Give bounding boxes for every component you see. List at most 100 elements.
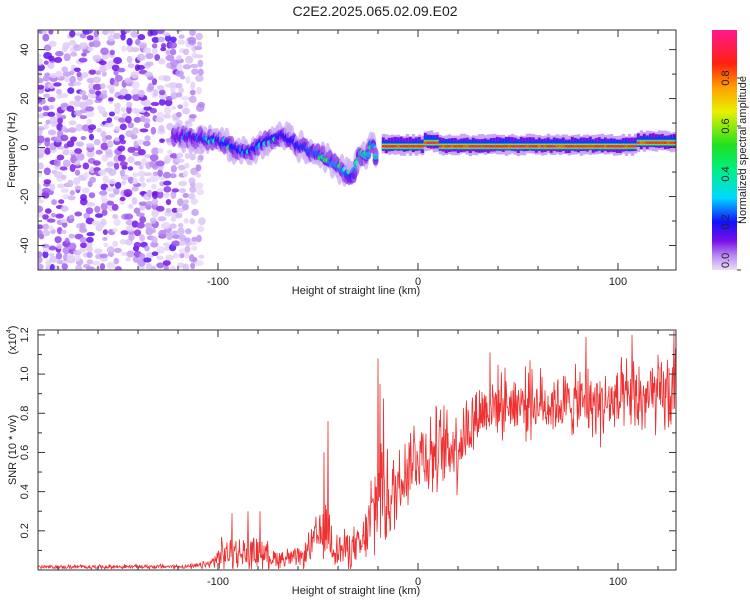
spectrogram-cell — [615, 145, 620, 148]
spectrogram-cell — [444, 145, 449, 148]
spectrogram-cell — [68, 214, 75, 220]
spectrogram-cell — [100, 202, 108, 211]
spectrogram-cell — [170, 91, 178, 100]
spectrogram-cell — [465, 145, 470, 148]
spectrogram-cell — [182, 170, 189, 178]
spectrogram-cells — [38, 30, 676, 270]
spectrogram-cell — [38, 162, 44, 170]
y-tick-label: 1.0 — [19, 366, 31, 381]
spectrogram-cell — [194, 182, 204, 190]
spectrogram-cell — [114, 74, 123, 82]
spectrogram-cell — [158, 89, 166, 96]
spectrogram-cell — [150, 241, 159, 248]
spectrogram-cell — [74, 253, 81, 262]
spectrogram-cell — [188, 193, 196, 200]
spectrogram-cell — [43, 60, 49, 65]
spectrogram-cell — [177, 222, 184, 228]
spectrogram-cell — [114, 265, 122, 270]
spectrogram-cell — [49, 252, 55, 257]
spectrogram-cell — [156, 262, 165, 269]
spectrogram-cell — [176, 55, 182, 61]
spectrogram-cell — [94, 248, 103, 255]
spectrogram-cell — [113, 218, 121, 227]
spectrogram-cell — [432, 141, 437, 144]
spectrogram-cell — [183, 199, 190, 205]
spectrogram-cell — [184, 163, 190, 169]
spectrogram-cell — [189, 218, 195, 225]
spectrogram-cell — [60, 205, 69, 212]
snr-xlabel: Height of straight line (km) — [292, 585, 420, 597]
spectrogram-cell — [150, 101, 160, 107]
spectrogram-cell — [98, 93, 108, 99]
spectrogram-cell — [154, 53, 161, 61]
spectrogram-cell — [83, 212, 91, 220]
spectrogram-cell — [88, 133, 95, 141]
spectrogram-cell — [151, 78, 158, 86]
spectrogram-cell — [507, 145, 512, 148]
spectrogram-cell — [113, 162, 120, 170]
spectrogram-cell — [423, 141, 428, 144]
spectrogram-frame — [37, 29, 677, 271]
spectrogram-cell — [155, 160, 165, 167]
spectrogram-cell — [62, 253, 69, 262]
spectrogram-cell — [69, 190, 76, 196]
spectrogram-cell — [106, 117, 113, 124]
spectrogram-cell — [38, 77, 44, 84]
spectrogram-cell — [107, 60, 115, 67]
spectrogram-cell — [176, 207, 185, 213]
spectrogram-cell — [62, 159, 71, 168]
spectrogram-cell — [113, 80, 120, 87]
spectrogram-cell — [131, 197, 138, 205]
spectrogram-cell — [42, 229, 51, 237]
spectrogram-cell — [81, 71, 89, 79]
spectrogram-cell — [114, 102, 121, 109]
spectrogram-cell — [390, 145, 395, 148]
spectrogram-cell — [176, 63, 183, 72]
snr-ylabel: SNR (10 * v/v) — [7, 415, 19, 485]
spectrogram-cell — [103, 242, 109, 248]
spectrogram-cell — [387, 145, 392, 148]
spectrogram-cell — [126, 55, 133, 64]
spectrogram-cell — [124, 30, 131, 34]
spectrogram-cell — [627, 145, 632, 148]
spectrogram-cell — [79, 101, 88, 110]
spectrogram-cell — [157, 147, 164, 154]
y-tick-label: 0 — [19, 144, 31, 150]
spectrogram-cell — [159, 138, 165, 144]
spectrogram-cell — [140, 182, 147, 188]
x-tick-label: 0 — [415, 576, 421, 588]
spectrogram-cell — [157, 216, 167, 222]
spectrogram-cell — [48, 225, 54, 231]
spectrogram-cell — [183, 237, 191, 243]
spectrogram-cell — [402, 145, 407, 148]
spectrogram-cell — [72, 177, 81, 186]
spectrogram-cell — [543, 145, 548, 148]
spectrogram-cell — [191, 208, 199, 217]
spectrogram-cell — [138, 164, 144, 170]
spectrogram-cell — [120, 230, 129, 236]
spectrogram-cell — [471, 145, 476, 148]
spectrogram-cell — [66, 105, 75, 112]
spectrogram-cell — [86, 110, 95, 118]
spectrogram-cell — [170, 190, 177, 199]
spectrogram-cell — [126, 37, 133, 46]
spectrogram-cell — [99, 257, 108, 262]
spectrogram-cell — [45, 259, 52, 267]
spectrogram-cell — [60, 102, 69, 108]
colorbar-tick-label: 0.8 — [720, 70, 732, 85]
spectrogram-cell — [112, 240, 119, 247]
spectrogram-cell — [570, 145, 575, 148]
spectrogram-cell — [151, 147, 160, 156]
spectrogram-cell — [528, 145, 533, 148]
spectrogram-cell — [137, 34, 146, 41]
spectrogram-cell — [117, 67, 126, 73]
spectrogram-cell — [372, 153, 379, 160]
spectrogram-cell — [106, 200, 114, 206]
spectrogram-cell — [117, 154, 126, 162]
spectrogram-cell — [411, 145, 416, 148]
spectrogram-cell — [79, 42, 88, 50]
spectrogram-cell — [151, 183, 157, 190]
spectrogram-cell — [164, 245, 171, 252]
spectrogram-xlabel: Height of straight line (km) — [292, 285, 420, 297]
spectrogram-cell — [114, 106, 121, 115]
